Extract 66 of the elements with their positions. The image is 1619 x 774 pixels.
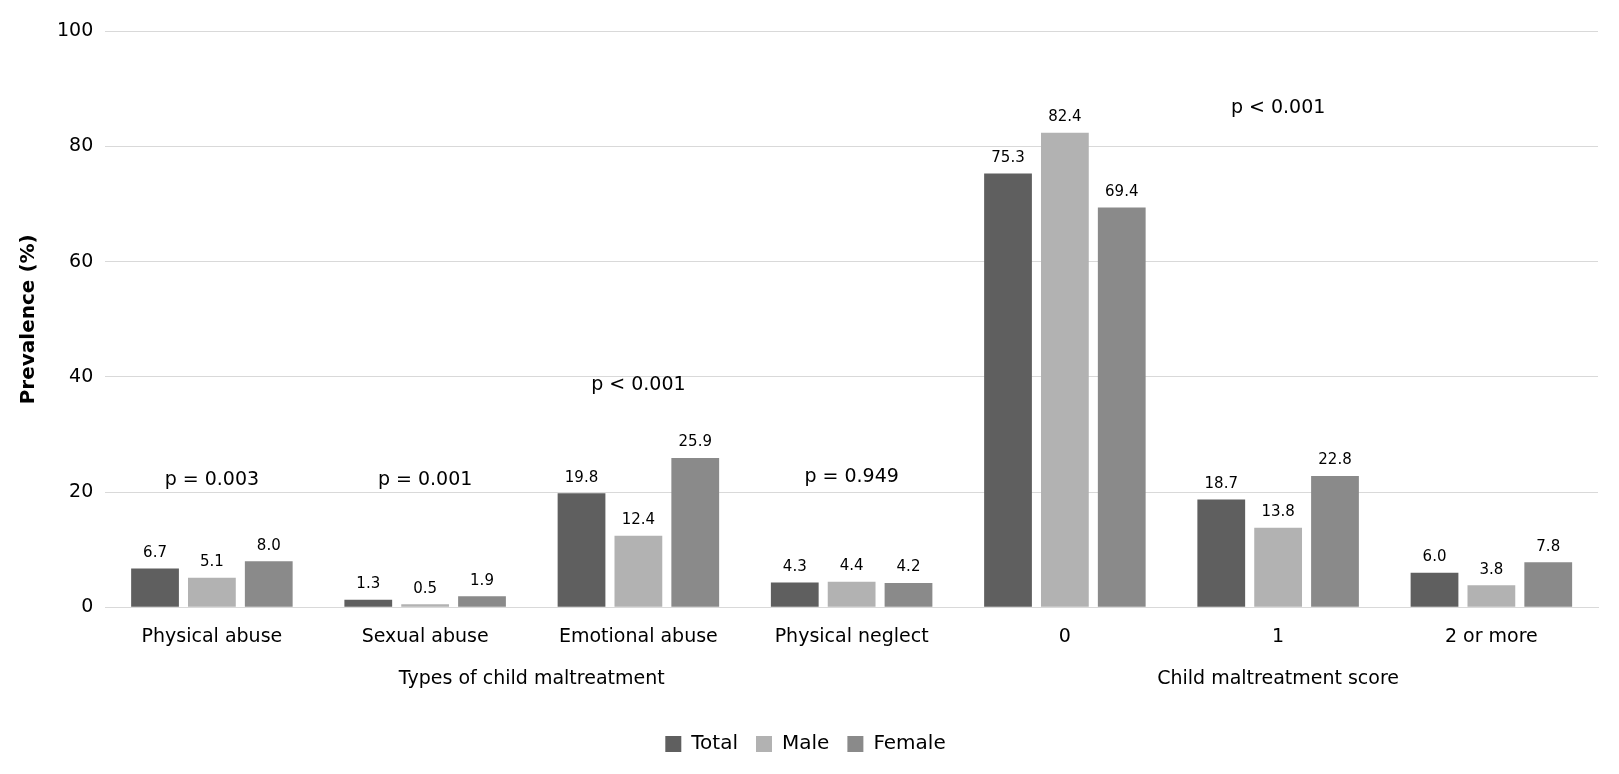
legend-label: Male [782, 730, 830, 755]
bar [614, 535, 663, 607]
x-tick-label: Emotional abuse [558, 623, 718, 646]
data-label: 3.8 [1479, 559, 1504, 578]
annotation: p = 0.001 [377, 466, 473, 489]
data-label: 4.2 [896, 557, 921, 576]
bar [344, 599, 393, 607]
bar [188, 577, 236, 607]
data-label: 4.4 [839, 556, 864, 575]
x-tick-label: Physical abuse [141, 623, 283, 646]
bar [1097, 207, 1146, 607]
bar [244, 561, 293, 607]
data-label: 18.7 [1204, 473, 1238, 492]
data-label: 1.9 [470, 570, 494, 589]
bar [401, 604, 450, 607]
y-tick-label: 40 [69, 363, 94, 386]
text: Child maltreatment score [1157, 665, 1400, 688]
data-label: 8.0 [256, 535, 281, 554]
data-label: 69.4 [1105, 181, 1139, 200]
data-label: 13.8 [1261, 502, 1295, 521]
x-tick-label: Sexual abuse [361, 623, 489, 646]
bar [770, 582, 819, 607]
bar [1311, 475, 1359, 607]
y-axis-title: Prevalence (%) [15, 234, 40, 405]
bar [458, 596, 506, 607]
bar [1410, 572, 1459, 607]
data-label: 22.8 [1318, 450, 1352, 469]
bar [984, 173, 1032, 607]
annotation: p < 0.001 [1230, 95, 1326, 118]
data-label: 4.3 [782, 556, 807, 575]
bar [827, 581, 876, 607]
x-tick-label: 2 or more [1444, 623, 1538, 646]
bar [1467, 585, 1516, 607]
data-label: 5.1 [199, 552, 224, 571]
annotation: p = 0.003 [164, 466, 260, 489]
text: Types of child maltreatment [397, 665, 665, 688]
y-tick-label: 100 [57, 18, 94, 41]
bar [671, 458, 720, 607]
data-label: 75.3 [991, 148, 1025, 167]
legend-label: Female [873, 730, 946, 755]
bar [1041, 132, 1089, 607]
bar [131, 568, 179, 607]
y-tick-label: 20 [69, 478, 94, 501]
data-label: 0.5 [413, 578, 438, 597]
data-label: 19.8 [564, 467, 599, 486]
legend-label: Total [690, 730, 739, 755]
x-tick-label: 1 [1272, 623, 1285, 646]
x-tick-label: 0 [1058, 623, 1071, 646]
x-tick-label: Physical neglect [774, 623, 929, 646]
data-label: 7.8 [1536, 536, 1561, 555]
bar [884, 583, 933, 607]
data-label: 6.7 [143, 543, 167, 562]
y-tick-label: 0 [81, 594, 94, 617]
data-label: 25.9 [678, 432, 712, 451]
annotation: p = 0.949 [804, 463, 899, 486]
bar [1254, 527, 1303, 607]
annotation: p < 0.001 [591, 371, 686, 394]
data-label: 82.4 [1048, 107, 1082, 126]
data-label: 1.3 [356, 574, 381, 593]
data-label: 6.0 [1422, 547, 1447, 566]
bar [1524, 562, 1573, 607]
bar [557, 493, 606, 607]
data-label: 12.4 [621, 510, 656, 529]
y-tick-label: 60 [69, 248, 94, 271]
y-tick-label: 80 [69, 133, 94, 156]
bar [1197, 499, 1246, 607]
